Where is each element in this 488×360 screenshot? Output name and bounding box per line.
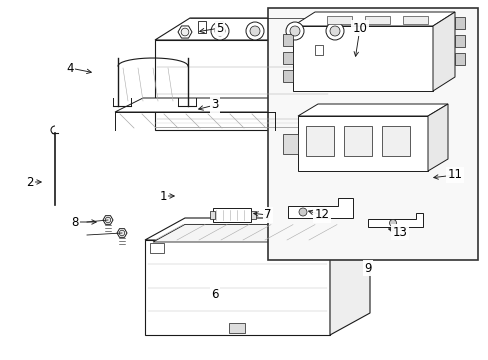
Bar [215, 21, 223, 33]
Circle shape [329, 26, 339, 36]
Polygon shape [329, 218, 369, 335]
Circle shape [181, 28, 188, 36]
Bar [454, 35, 464, 47]
Bar [402, 16, 427, 24]
Bar [326, 16, 351, 24]
Bar [213, 208, 250, 222]
Circle shape [119, 230, 124, 236]
Polygon shape [297, 116, 427, 171]
Text: 13: 13 [392, 225, 407, 238]
Bar [198, 21, 205, 33]
Text: 3: 3 [211, 99, 218, 112]
Bar [454, 53, 464, 65]
Bar [209, 211, 215, 219]
Bar [364, 16, 389, 24]
Polygon shape [103, 216, 113, 224]
Bar [250, 211, 256, 219]
Polygon shape [153, 224, 353, 242]
Bar [305, 126, 333, 156]
Text: 2: 2 [26, 175, 34, 189]
Circle shape [389, 220, 396, 226]
Polygon shape [178, 26, 192, 38]
Polygon shape [117, 229, 127, 237]
Bar [267, 8, 477, 260]
Bar [228, 323, 244, 333]
Text: 4: 4 [66, 62, 74, 75]
Polygon shape [155, 40, 329, 130]
Bar [343, 126, 371, 156]
Text: 1: 1 [159, 189, 166, 202]
Polygon shape [145, 240, 329, 335]
Polygon shape [287, 198, 352, 218]
Bar [381, 126, 409, 156]
Circle shape [210, 22, 228, 40]
Text: 12: 12 [314, 208, 329, 221]
Circle shape [215, 26, 224, 36]
Bar [150, 243, 163, 253]
Text: 6: 6 [211, 288, 218, 302]
Text: 11: 11 [447, 168, 462, 181]
Polygon shape [292, 12, 454, 26]
Circle shape [105, 217, 110, 223]
Text: 8: 8 [71, 216, 79, 229]
Polygon shape [427, 104, 447, 171]
Polygon shape [145, 218, 369, 240]
Polygon shape [367, 213, 422, 227]
Text: 5: 5 [216, 22, 223, 35]
Circle shape [249, 26, 260, 36]
Bar [454, 17, 464, 29]
Bar [314, 45, 323, 55]
Circle shape [285, 22, 304, 40]
Polygon shape [292, 26, 432, 91]
Polygon shape [115, 98, 303, 112]
Polygon shape [155, 18, 364, 40]
Polygon shape [329, 18, 364, 130]
Text: 7: 7 [264, 208, 271, 221]
Circle shape [289, 26, 299, 36]
Circle shape [318, 208, 326, 216]
Circle shape [245, 22, 264, 40]
Polygon shape [297, 104, 447, 116]
Bar [311, 243, 325, 253]
Circle shape [325, 22, 343, 40]
Polygon shape [432, 12, 454, 91]
Text: 9: 9 [364, 261, 371, 274]
Bar [283, 34, 292, 46]
Bar [283, 52, 292, 64]
Circle shape [298, 208, 306, 216]
Bar [283, 70, 292, 82]
Bar [283, 134, 297, 154]
Text: 10: 10 [352, 22, 366, 35]
